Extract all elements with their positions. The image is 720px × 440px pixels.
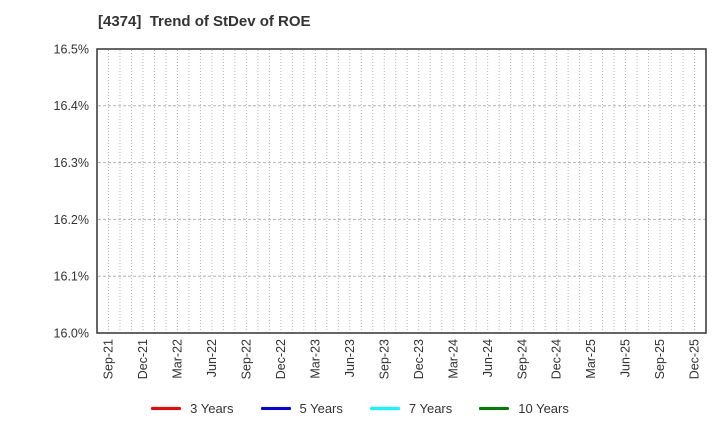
- legend-line-swatch: [479, 407, 510, 410]
- x-tick-label: Dec-23: [412, 339, 426, 379]
- x-tick-label: Mar-24: [446, 339, 460, 379]
- x-tick-label: Mar-25: [584, 339, 598, 379]
- x-tick-label: Jun-23: [343, 339, 357, 377]
- plot-background: [97, 49, 706, 333]
- legend-item-10-years: 10 Years: [479, 401, 569, 416]
- y-tick-label: 16.5%: [54, 42, 89, 56]
- x-tick-label: Mar-22: [171, 339, 185, 379]
- legend-item-3-years: 3 Years: [151, 401, 234, 416]
- chart-title: [4374] Trend of StDev of ROE: [98, 13, 311, 30]
- legend-label: 5 Years: [299, 401, 343, 416]
- x-tick-label: Dec-21: [136, 339, 150, 379]
- y-tick-label: 16.0%: [54, 326, 89, 340]
- legend-label: 10 Years: [518, 401, 569, 416]
- legend-line-swatch: [151, 407, 182, 410]
- chart-plot: 16.0% 16.1% 16.2% 16.3% 16.4% 16.5% Sep-21 Dec-…: [54, 42, 707, 379]
- x-tick-label: Dec-22: [274, 339, 288, 379]
- legend: 3 Years 5 Years 7 Years 10 Years: [0, 401, 720, 416]
- y-tick-label: 16.3%: [54, 156, 89, 170]
- x-tick-label: Sep-21: [102, 339, 116, 379]
- y-tick-label: 16.4%: [54, 99, 89, 113]
- x-tick-label: Mar-23: [308, 339, 322, 379]
- legend-line-swatch: [369, 407, 400, 410]
- x-tick-label: Sep-24: [515, 339, 529, 379]
- legend-item-7-years: 7 Years: [369, 401, 453, 416]
- x-tick-label: Dec-25: [688, 339, 702, 379]
- x-tick-label: Dec-24: [550, 339, 564, 379]
- x-tick-label: Sep-22: [240, 339, 254, 379]
- legend-item-5-years: 5 Years: [260, 401, 343, 416]
- legend-line-swatch: [260, 407, 291, 410]
- x-tick-label: Jun-22: [205, 339, 219, 377]
- x-tick-label: Jun-25: [619, 339, 633, 377]
- y-tick-label: 16.2%: [54, 213, 89, 227]
- x-tick-label: Sep-23: [377, 339, 391, 379]
- legend-label: 7 Years: [408, 401, 453, 416]
- legend-label: 3 Years: [190, 401, 234, 416]
- plot-border: [96, 48, 707, 334]
- x-tick-label: Jun-24: [481, 339, 495, 377]
- x-tick-label: Sep-25: [653, 339, 667, 379]
- y-tick-label: 16.1%: [54, 270, 89, 284]
